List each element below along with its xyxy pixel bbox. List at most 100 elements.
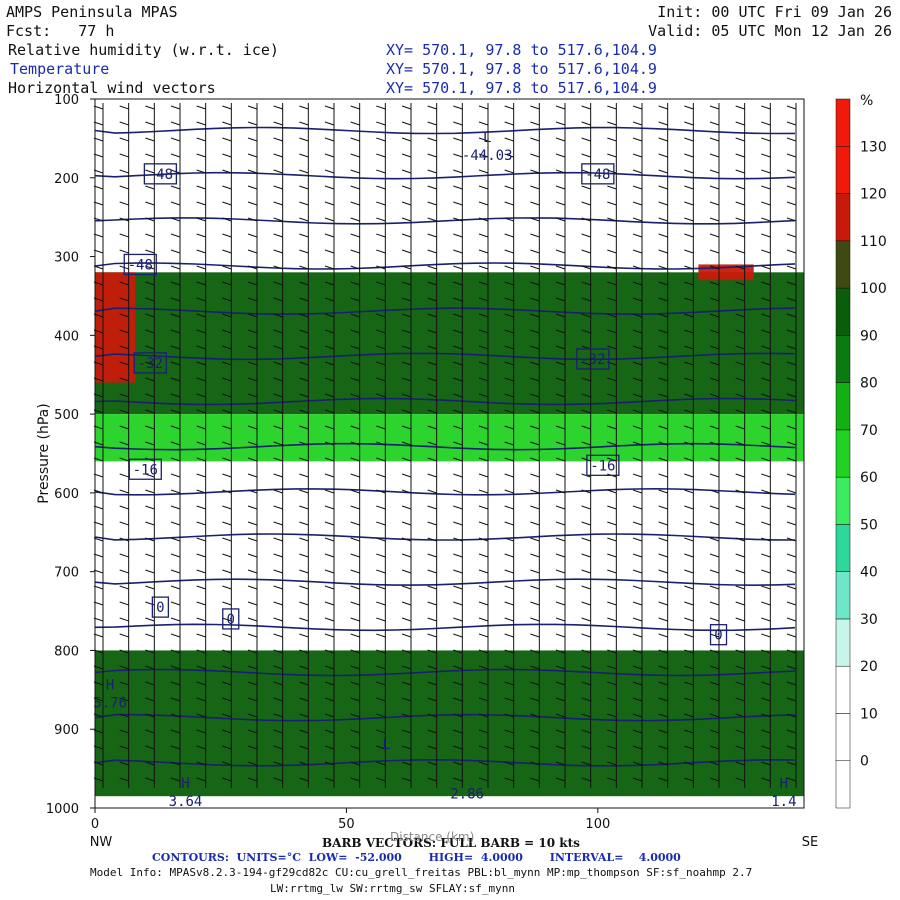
- temperature-contour: [94, 262, 796, 270]
- wind-barb-column: [299, 103, 309, 788]
- field-label-rh: Relative humidity (w.r.t. ice): [8, 41, 279, 59]
- x-tick-label: 0: [91, 817, 99, 832]
- field-xy-rh: XY= 570.1, 97.8 to 517.6,104.9: [386, 41, 657, 59]
- y-tick-label: 400: [54, 329, 79, 344]
- colorbar-segment: [835, 335, 851, 383]
- x-end-label-right: SE: [802, 835, 818, 850]
- wind-barb-column: [555, 103, 566, 788]
- contour-label: 0: [156, 600, 164, 616]
- colorbar-label: 100: [860, 281, 887, 297]
- extremum-value: -44.03: [462, 148, 513, 164]
- field-xy-temperature: XY= 570.1, 97.8 to 517.6,104.9: [386, 60, 657, 78]
- colorbar-segment: [835, 193, 851, 242]
- temperature-contour: [94, 487, 796, 496]
- temperature-contour: [94, 668, 796, 677]
- y-tick-label: 200: [54, 172, 79, 187]
- temperature-contour: [94, 442, 796, 451]
- extremum-value: 1.4: [771, 794, 796, 810]
- colorbar-label: 50: [860, 517, 878, 533]
- rh-region: [95, 272, 804, 415]
- wind-barb-column: [684, 103, 694, 788]
- field-xy-wind: XY= 570.1, 97.8 to 517.6,104.9: [386, 79, 657, 97]
- colorbar-label: 10: [860, 706, 878, 722]
- wind-barb-column: [453, 103, 463, 788]
- wind-barb-column: [350, 103, 361, 788]
- temperature-contour: [94, 352, 796, 361]
- temperature-contour: [94, 397, 796, 406]
- temperature-contour: [94, 126, 796, 135]
- wind-barb-column: [530, 103, 540, 788]
- y-tick-label: 100: [54, 93, 79, 108]
- contour-label-box: [151, 596, 170, 618]
- colorbar-label: 20: [860, 659, 878, 675]
- y-axis-label: Pressure (hPa): [36, 403, 52, 503]
- wind-barb-column: [145, 103, 155, 788]
- init-time: Init: 00 UTC Fri 09 Jan 26: [657, 3, 892, 21]
- colorbar-unit: %: [860, 93, 873, 109]
- plot-frame: [94, 98, 805, 809]
- temperature-contour: [94, 217, 796, 225]
- colorbar-segment: [835, 240, 851, 289]
- colorbar-segment: [835, 429, 851, 478]
- contour-label: -16: [133, 462, 158, 478]
- model-title: AMPS Peninsula MPAS: [6, 3, 178, 21]
- contour-label-box: [143, 163, 178, 185]
- temperature-contour: [94, 307, 796, 316]
- wind-barb-column: [427, 103, 438, 788]
- extremum-value: 2.86: [450, 786, 484, 802]
- contour-label-box: [128, 458, 162, 480]
- rh-region: [95, 272, 136, 383]
- temperature-contour: [94, 623, 796, 632]
- y-tick-label: 500: [54, 408, 79, 423]
- contour-label: -48: [128, 257, 153, 273]
- temperature-contour: [94, 533, 796, 541]
- valid-time: Valid: 05 UTC Mon 12 Jan 26: [648, 22, 892, 40]
- y-tick-label: 1000: [46, 802, 79, 817]
- colorbar-segment: [835, 760, 851, 809]
- contour-label-box: [586, 454, 620, 476]
- temperature-contour: [94, 758, 796, 767]
- colorbar-label: 40: [860, 565, 878, 581]
- colorbar-segment: [835, 665, 851, 714]
- colorbar-label: 0: [860, 754, 869, 770]
- wind-barb-column: [376, 103, 386, 788]
- colorbar-label: 30: [860, 612, 878, 628]
- contour-label-box: [709, 624, 728, 646]
- extremum-mark: L: [483, 130, 491, 146]
- wind-barb-column: [632, 103, 643, 788]
- wind-barb-column: [658, 103, 669, 788]
- temperature-contour: [94, 713, 796, 722]
- wind-barb-column: [401, 103, 412, 788]
- wind-barb-column: [478, 103, 489, 788]
- wind-barb-column: [324, 103, 335, 788]
- wind-barb-column: [247, 103, 258, 788]
- contour-label: 0: [714, 628, 722, 644]
- contour-label: -16: [590, 458, 615, 474]
- y-tick-label: 900: [54, 723, 79, 738]
- colorbar-segment: [835, 713, 851, 761]
- extremum-mark: L: [382, 737, 390, 753]
- colorbar-segment: [835, 287, 851, 336]
- field-label-temperature: Temperature: [10, 60, 110, 78]
- colorbar-segment: [835, 476, 851, 525]
- colorbar-label: 70: [860, 423, 878, 439]
- barb-note: BARB VECTORS: FULL BARB = 10 kts: [322, 836, 580, 850]
- y-tick-label: 800: [54, 644, 79, 659]
- contour-label-box: [581, 163, 615, 185]
- temperature-contour: [94, 578, 796, 587]
- contour-label-box: [576, 348, 610, 370]
- y-tick-label: 700: [54, 566, 79, 581]
- model-info-2: LW:rrtmg_lw SW:rrtmg_sw SFLAY:sf_mynn: [270, 882, 516, 895]
- temperature-contour: [94, 171, 796, 180]
- contour-label-box: [123, 253, 157, 276]
- wind-barb-column: [761, 103, 771, 788]
- contour-label: -48: [585, 167, 610, 183]
- colorbar-segment: [835, 524, 851, 572]
- extremum-mark: H: [780, 776, 788, 792]
- wind-barb-column: [607, 103, 617, 788]
- forecast-hour: Fcst: 77 h: [6, 22, 115, 40]
- x-tick-label: 50: [338, 817, 355, 832]
- contour-label: -48: [148, 167, 173, 183]
- colorbar-segment: [835, 382, 851, 431]
